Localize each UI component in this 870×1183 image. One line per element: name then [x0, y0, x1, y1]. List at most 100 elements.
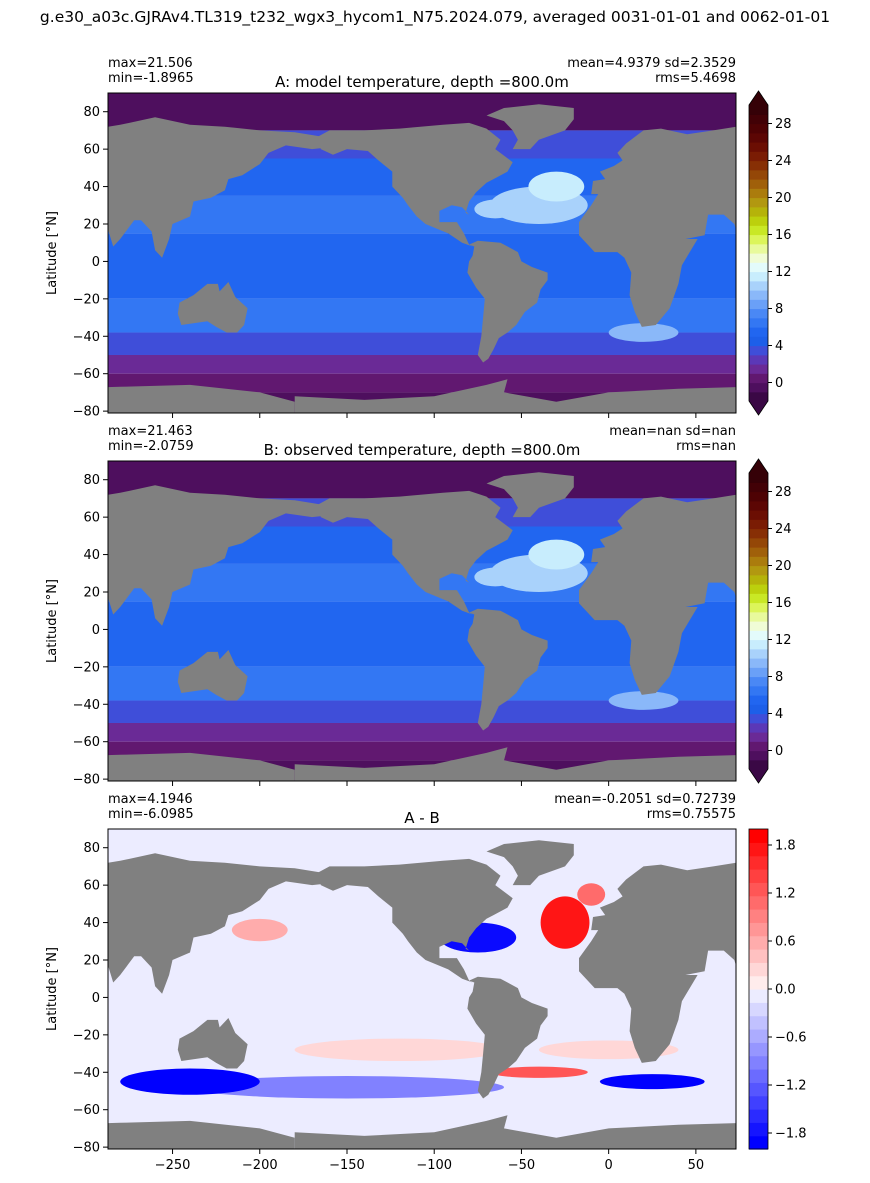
colorbar-swatch	[749, 565, 768, 576]
land-mass	[486, 840, 574, 886]
land-mass	[315, 858, 513, 983]
panel-a-stat-min: min=-1.8965	[108, 71, 194, 86]
land-mass	[467, 608, 548, 731]
ocean-band	[108, 700, 736, 723]
ytick-label: −20	[73, 1028, 100, 1043]
land-mass	[177, 1018, 248, 1069]
colorbar-swatch	[749, 142, 768, 152]
colorbar-tick-label: 24	[775, 154, 792, 169]
colorbar-swatch	[749, 621, 768, 631]
panel-a-title: A: model temperature, depth =800.0m	[275, 73, 569, 91]
colorbar-swatch	[749, 949, 768, 963]
colorbar-swatch	[749, 234, 768, 245]
colorbar-swatch	[749, 989, 768, 1003]
ytick-label: 40	[83, 548, 100, 563]
panel-c: max=4.1946 min=-6.0985 mean=-0.2051 sd=0…	[45, 792, 807, 1173]
panel-c-frame	[107, 828, 737, 1150]
xtick-label: −200	[242, 1158, 278, 1173]
colorbar-swatch	[749, 1122, 768, 1137]
colorbar-swatch	[749, 574, 768, 585]
colorbar-swatch	[749, 1029, 768, 1043]
colorbar-tick-label: −1.8	[775, 1127, 807, 1142]
panel-b-title: B: observed temperature, depth =800.0m	[264, 441, 581, 459]
panel-b: max=21.463 min=-2.0759 mean=nan sd=nan r…	[45, 424, 792, 788]
colorbar-tick-label: 16	[775, 228, 792, 243]
colorbar-swatch	[749, 317, 768, 328]
ytick-label: −40	[73, 1066, 100, 1081]
colorbar-tick-label: 0	[775, 744, 783, 759]
anomaly-patch	[528, 171, 585, 202]
land-mass	[177, 650, 248, 701]
ytick-label: −80	[73, 405, 100, 420]
land-mass	[294, 1115, 736, 1149]
xtick-label: 0	[605, 1158, 613, 1173]
colorbar-swatch	[749, 391, 768, 402]
ytick-label: 20	[83, 585, 100, 600]
colorbar-swatch	[749, 169, 768, 180]
colorbar-swatch	[749, 271, 768, 282]
ytick-label: −60	[73, 735, 100, 750]
land-mass	[108, 752, 295, 781]
colorbar-tick-label: 20	[775, 191, 792, 206]
anomaly-patch	[474, 199, 517, 219]
colorbar-swatch	[749, 500, 768, 511]
ocean-band	[108, 332, 736, 355]
colorbar-swatch	[749, 510, 768, 520]
colorbar-swatch	[749, 922, 768, 937]
xtick-label: −100	[416, 1158, 452, 1173]
colorbar-swatch	[749, 123, 768, 134]
colorbar-swatch	[749, 354, 768, 365]
colorbar-tick-label: 24	[775, 522, 792, 537]
ytick-label: 80	[83, 105, 100, 120]
colorbar-swatch	[749, 179, 768, 189]
colorbar-tick-label: 1.2	[775, 887, 796, 902]
land-mass	[315, 122, 513, 247]
land-mass	[108, 485, 347, 626]
colorbar-swatch	[749, 206, 768, 217]
colorbar-swatch	[749, 869, 768, 883]
land-mass	[486, 472, 574, 518]
colorbar-swatch	[749, 345, 768, 356]
colorbar-swatch	[749, 842, 768, 857]
colorbar-swatch	[749, 667, 768, 678]
colorbar-swatch	[749, 188, 768, 199]
panel-c-xaxis: −250 −200 −150 −100 −50 0 50	[155, 1149, 704, 1173]
colorbar-swatch	[749, 537, 768, 548]
colorbar-swatch	[749, 611, 768, 622]
colorbar-swatch	[749, 253, 768, 263]
colorbar-tick-label: 12	[775, 633, 792, 648]
anomaly-patch	[608, 323, 679, 342]
land-mass	[294, 379, 736, 413]
colorbar-swatch	[749, 1055, 768, 1070]
colorbar-tick-label: 28	[775, 485, 792, 500]
colorbar-swatch	[749, 975, 768, 990]
xtick-label: −50	[508, 1158, 535, 1173]
ytick-label: 0	[92, 255, 100, 270]
colorbar-swatch	[749, 732, 768, 742]
colorbar-swatch	[749, 336, 768, 347]
colorbar-tick-label: 8	[775, 302, 783, 317]
colorbar-swatch	[749, 1042, 768, 1057]
colorbar-tick-label: −0.6	[775, 1031, 807, 1046]
colorbar-swatch	[749, 1002, 768, 1017]
anomaly-patch	[540, 896, 590, 949]
ytick-label: 40	[83, 180, 100, 195]
colorbar-swatch	[749, 556, 768, 567]
panel-c-stat-mean-sd: mean=-0.2051 sd=0.72739	[554, 792, 736, 807]
panel-c-stat-max: max=4.1946	[108, 792, 193, 807]
anomaly-patch	[608, 691, 679, 710]
colorbar-swatch	[749, 473, 768, 483]
colorbar-extend-min	[749, 401, 768, 415]
anomaly-patch	[474, 567, 517, 587]
colorbar-swatch	[749, 364, 768, 374]
panel-b-stat-mean-sd: mean=nan sd=nan	[609, 424, 736, 439]
anomaly-patch	[577, 883, 606, 906]
colorbar-tick-label: 0	[775, 376, 783, 391]
colorbar-swatch	[749, 909, 768, 923]
land-mass	[806, 282, 870, 333]
ytick-label: 60	[83, 879, 100, 894]
colorbar-tick-label: 4	[775, 707, 783, 722]
land-mass	[579, 126, 736, 327]
colorbar-swatch	[749, 528, 768, 539]
panel-b-stat-max: max=21.463	[108, 424, 193, 439]
